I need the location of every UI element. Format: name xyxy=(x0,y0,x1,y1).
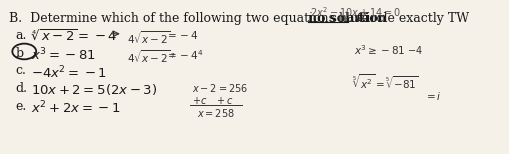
Text: $x^3 \geq -81$: $x^3 \geq -81$ xyxy=(354,44,406,57)
Text: a.: a. xyxy=(15,29,26,42)
Text: $x - 2 = 256$: $x - 2 = 256$ xyxy=(192,82,248,94)
Text: $= -4$: $= -4$ xyxy=(165,29,199,41)
Text: $\sqrt[5]{x^2} = \sqrt[5]{-81}$: $\sqrt[5]{x^2} = \sqrt[5]{-81}$ xyxy=(352,72,419,91)
Text: $10x + 2 = 5(2x-3)$: $10x + 2 = 5(2x-3)$ xyxy=(31,82,157,97)
Text: $+c \quad +c$: $+c \quad +c$ xyxy=(192,95,235,106)
Text: e.: e. xyxy=(15,100,26,113)
Text: $-4x^2 = -1$: $-4x^2 = -1$ xyxy=(31,64,107,81)
Text: $-4$: $-4$ xyxy=(407,44,423,56)
Text: $= i$: $= i$ xyxy=(424,90,442,102)
Text: . Circle exactly TW: . Circle exactly TW xyxy=(350,12,470,25)
Text: c.: c. xyxy=(15,64,26,77)
Text: $\sqrt[4]{x-2} = -4$: $\sqrt[4]{x-2} = -4$ xyxy=(31,29,118,44)
Text: $2x^2 - 10x + 14 = 0$: $2x^2 - 10x + 14 = 0$ xyxy=(309,5,401,19)
Text: $4\sqrt{x-2}^{\;?}$: $4\sqrt{x-2}^{\;?}$ xyxy=(127,49,175,65)
Text: no solution: no solution xyxy=(308,12,386,25)
Text: $x^2 + 2x = -1$: $x^2 + 2x = -1$ xyxy=(31,100,121,116)
Text: $= -4^4$: $= -4^4$ xyxy=(165,49,204,62)
Text: b: b xyxy=(15,47,23,60)
Text: $x^3 = -81$: $x^3 = -81$ xyxy=(31,47,96,63)
Text: d.: d. xyxy=(15,82,27,95)
Text: $x = 258$: $x = 258$ xyxy=(197,107,235,120)
Text: $4\sqrt{x-2}$: $4\sqrt{x-2}$ xyxy=(127,29,170,46)
Text: B.  Determine which of the following two equations have: B. Determine which of the following two … xyxy=(9,12,370,25)
